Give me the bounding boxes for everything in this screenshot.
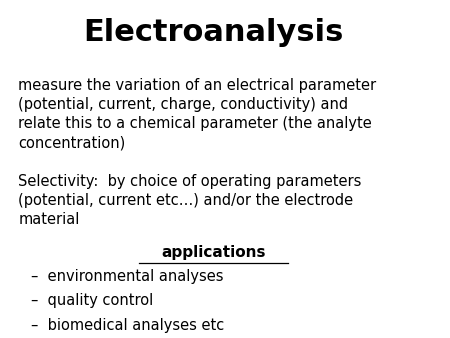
Text: Electroanalysis: Electroanalysis xyxy=(83,18,343,47)
Text: –  quality control: – quality control xyxy=(31,293,153,309)
Text: measure the variation of an electrical parameter
(potential, current, charge, co: measure the variation of an electrical p… xyxy=(18,78,377,150)
Text: Selectivity:  by choice of operating parameters
(potential, current etc…) and/or: Selectivity: by choice of operating para… xyxy=(18,174,362,227)
Text: –  environmental analyses: – environmental analyses xyxy=(31,269,224,284)
Text: –  biomedical analyses etc: – biomedical analyses etc xyxy=(31,318,224,333)
Text: applications: applications xyxy=(161,245,266,260)
